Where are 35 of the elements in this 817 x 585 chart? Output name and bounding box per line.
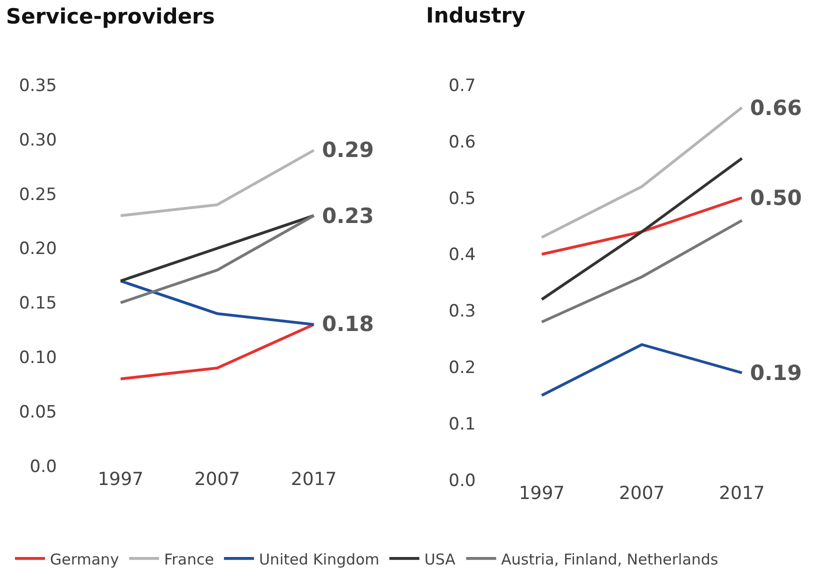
y-tick-label: 0.35 [18, 76, 57, 96]
x-tick-label: 2017 [290, 469, 337, 490]
y-tick-label: 0.5 [448, 188, 476, 209]
y-tick-label: 0.10 [18, 348, 57, 368]
x-tick-label: 1997 [98, 469, 144, 490]
y-tick-label: 0.3 [448, 302, 476, 322]
chart-title: Industry [426, 4, 526, 28]
x-tick-label: 1997 [518, 483, 565, 504]
y-tick-label: 0.0 [448, 470, 476, 491]
x-tick-label: 2017 [719, 483, 765, 504]
chart-title: Service-providers [6, 4, 215, 28]
legend-label: Germany [50, 550, 120, 568]
annotation: 0.29 [322, 138, 374, 162]
y-tick-label: 0.30 [18, 130, 57, 150]
x-tick-label: 2007 [194, 469, 240, 490]
legend-label: Austria, Finland, Netherlands [501, 550, 718, 568]
y-tick-label: 0.7 [448, 76, 476, 96]
y-tick-label: 0.20 [18, 239, 57, 260]
annotation: 0.23 [322, 204, 374, 228]
y-tick-label: 0.6 [448, 132, 476, 152]
y-tick-label: 0.0 [30, 456, 57, 477]
annotation: 0.19 [750, 361, 802, 385]
annotation: 0.66 [750, 96, 802, 120]
y-tick-label: 0.2 [448, 358, 476, 378]
legend-label: France [164, 550, 214, 568]
y-tick-label: 0.15 [18, 294, 57, 314]
y-tick-label: 0.05 [18, 402, 57, 423]
y-tick-label: 0.1 [448, 414, 476, 435]
annotation: 0.18 [322, 312, 374, 336]
legend-label: USA [424, 550, 456, 568]
legend-label: United Kingdom [258, 550, 380, 568]
y-tick-label: 0.25 [18, 184, 57, 205]
annotation: 0.50 [750, 186, 802, 210]
y-tick-label: 0.4 [448, 245, 476, 266]
x-tick-label: 2007 [618, 483, 665, 504]
